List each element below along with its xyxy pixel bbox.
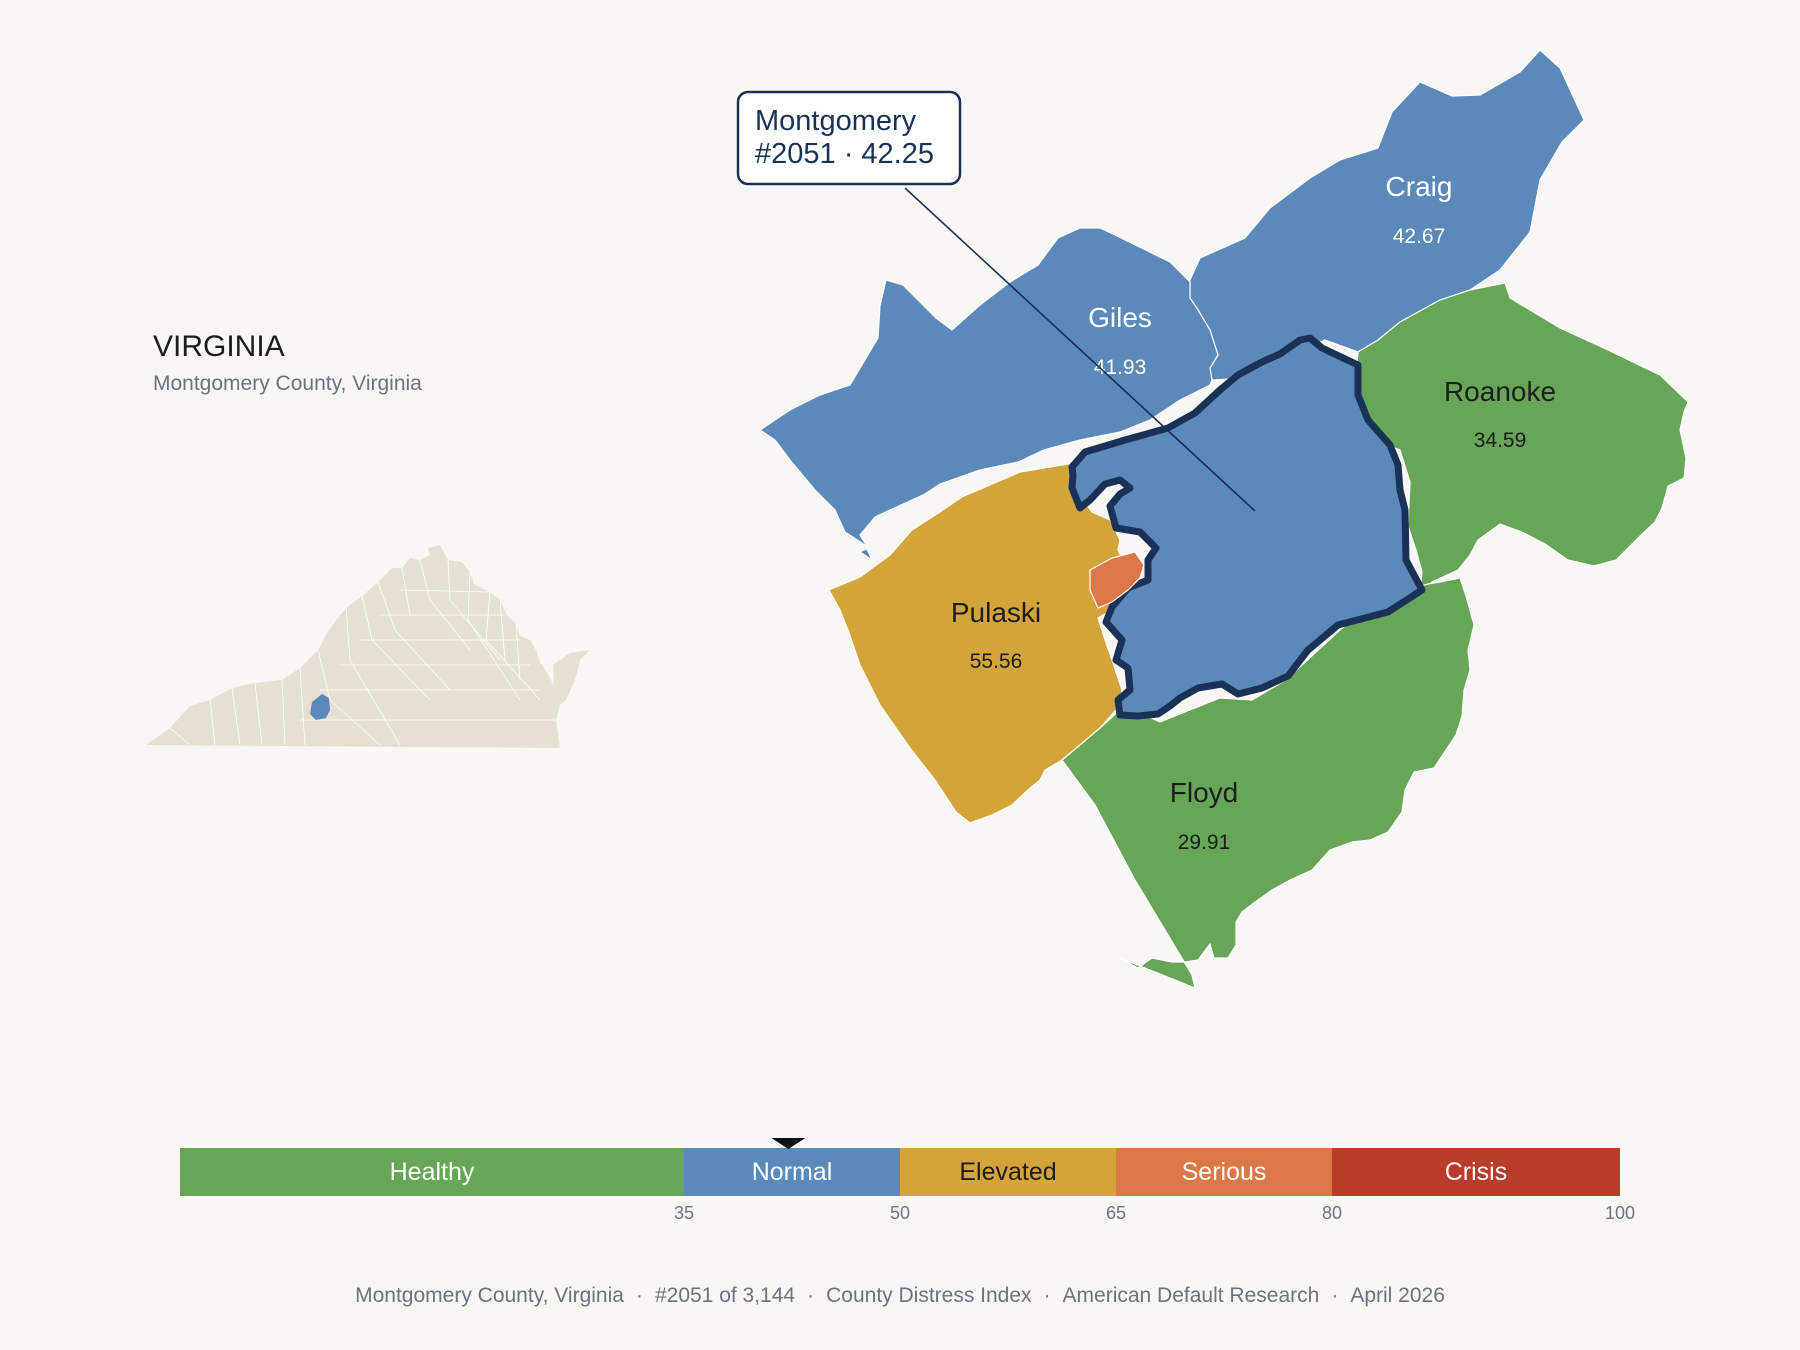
inset-county-line — [349, 659, 401, 746]
scale-tick-label: 65 — [1106, 1203, 1126, 1223]
scale-bin-label: Normal — [752, 1158, 833, 1186]
scale-bin-label: Serious — [1182, 1158, 1267, 1186]
montgomery-inset-marker — [310, 694, 330, 720]
virginia-inset-map — [146, 545, 590, 748]
label-pulaski-score: 55.56 — [970, 650, 1023, 673]
inset-county-line — [345, 607, 351, 661]
inset-county-line — [499, 599, 506, 661]
inset-county-line — [281, 679, 286, 746]
inset-county-line — [449, 599, 501, 661]
scale-marker-icon — [771, 1138, 806, 1149]
callout-rank-score: #2051 · 42.25 — [755, 138, 934, 170]
inset-county-line — [209, 699, 216, 746]
virginia-county-lines — [169, 559, 556, 746]
label-roanoke-score: 34.59 — [1474, 429, 1527, 452]
callout-box — [736, 90, 962, 186]
inset-county-line — [399, 589, 491, 593]
scale-bin-serious — [1116, 1148, 1332, 1196]
inset-county-line — [429, 599, 471, 651]
inset-county-line — [447, 559, 451, 601]
scale-bin-label: Healthy — [390, 1158, 475, 1186]
label-pulaski-name: Pulaski — [951, 597, 1041, 628]
scale-bin-normal — [684, 1148, 900, 1196]
inset-county-line — [377, 581, 396, 631]
county-labels: Craig 42.67 Giles 41.93 Roanoke 34.59 Pu… — [951, 171, 1556, 854]
virginia-state-shape — [146, 545, 590, 748]
scale-tick-label: 80 — [1322, 1203, 1342, 1223]
inset-county-line — [401, 567, 411, 616]
inset-county-line — [169, 727, 191, 746]
inset-county-line — [254, 682, 263, 746]
county-map — [758, 49, 1689, 989]
state-title: VIRGINIA — [153, 330, 285, 363]
label-roanoke-name: Roanoke — [1444, 376, 1556, 407]
inset-county-line — [515, 623, 521, 681]
label-giles-score: 41.93 — [1094, 356, 1147, 379]
inset-county-line — [299, 667, 306, 746]
scale-tick-label: 35 — [674, 1203, 694, 1223]
inset-county-line — [361, 595, 373, 641]
scale-bin-elevated — [900, 1148, 1116, 1196]
county-radford[interactable] — [1089, 551, 1145, 609]
scale-bin-crisis — [1332, 1148, 1620, 1196]
inset-county-line — [467, 619, 521, 701]
footer-index: County Distress Index — [826, 1284, 1032, 1307]
callout-leader-line — [904, 187, 1256, 512]
label-craig-score: 42.67 — [1393, 225, 1446, 248]
footer-rank: #2051 of 3,144 — [654, 1284, 796, 1307]
county-montgomery[interactable] — [1068, 334, 1426, 720]
inset-county-line — [419, 559, 431, 601]
scale-tick-label: 50 — [890, 1203, 910, 1223]
county-giles[interactable] — [758, 227, 1219, 562]
label-floyd-name: Floyd — [1170, 777, 1238, 808]
footer-date: April 2026 — [1350, 1284, 1445, 1307]
state-subtitle: Montgomery County, Virginia — [153, 372, 422, 395]
inset-county-line — [485, 591, 491, 641]
footer: Montgomery County, Virginia · #2051 of 3,1… — [355, 1284, 1445, 1307]
label-floyd-score: 29.91 — [1178, 831, 1231, 854]
scale-bin-label: Elevated — [959, 1158, 1056, 1186]
inset-county-line — [231, 687, 241, 746]
footer-source: American Default Research — [1062, 1284, 1320, 1307]
footer-county: Montgomery County, Virginia — [355, 1284, 624, 1307]
scale-tick-label: 100 — [1605, 1203, 1635, 1223]
county-pulaski[interactable] — [828, 461, 1129, 824]
callout-county-name: Montgomery — [755, 105, 917, 137]
inset-county-line — [317, 649, 331, 701]
inset-county-line — [467, 571, 471, 621]
label-craig-name: Craig — [1386, 171, 1453, 202]
callout: Montgomery #2051 · 42.25 — [736, 90, 1256, 512]
label-giles-name: Giles — [1088, 302, 1152, 333]
scale-bin-label: Crisis — [1445, 1158, 1508, 1186]
scale-bin-healthy — [180, 1148, 684, 1196]
distress-scale-legend: Healthy Normal Elevated Serious Crisis 35 50 65… — [180, 1138, 1635, 1223]
inset-county-line — [329, 699, 381, 746]
county-roanoke[interactable] — [1354, 282, 1689, 594]
